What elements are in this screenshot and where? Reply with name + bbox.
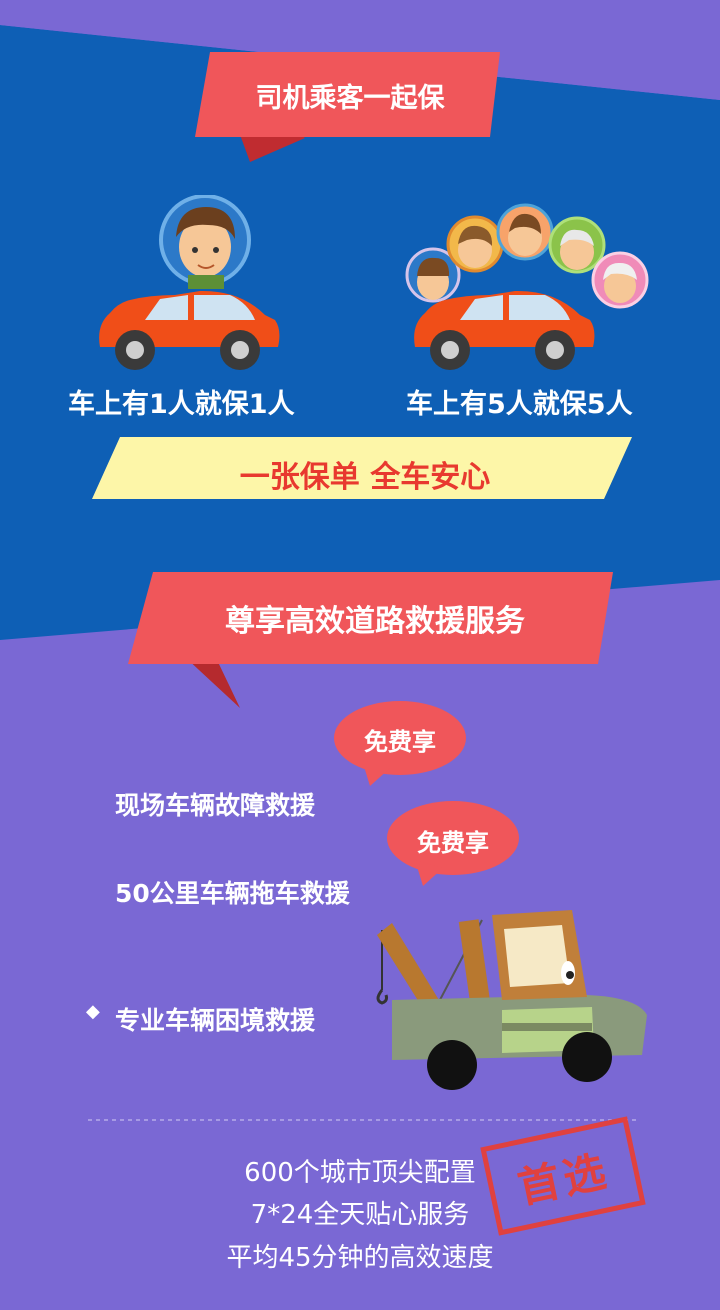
left-car-caption: 车上有1人就保1人	[68, 389, 295, 420]
diamond-bullet-icon: ◆	[86, 1001, 100, 1022]
banner-title-2: 尊享高效道路救援服务	[225, 604, 525, 639]
tow-truck-illustration	[376, 910, 647, 1090]
slogan-text: 一张保单 全车安心	[239, 460, 491, 495]
service-item-1: 现场车辆故障救援	[115, 791, 316, 820]
service-item-3: 专业车辆困境救援	[115, 1006, 316, 1035]
footer-line-3: 平均45分钟的高效速度	[226, 1243, 494, 1273]
family-car-illustration	[405, 203, 649, 370]
banner-ribbon-1	[195, 52, 500, 162]
free-bubble-1-label: 免费享	[364, 728, 436, 756]
free-bubble-2-label: 免费享	[417, 829, 489, 857]
slogan-banner	[92, 437, 632, 499]
banner-ribbon-2	[128, 572, 613, 708]
footer-line-2: 7*24全天贴心服务	[250, 1200, 470, 1230]
footer-line-1: 600个城市顶尖配置	[244, 1158, 476, 1188]
service-item-2: 50公里车辆拖车救援	[115, 879, 350, 908]
right-car-caption: 车上有5人就保5人	[406, 389, 633, 420]
stamp-label: 首选	[513, 1145, 614, 1213]
free-bubble-2	[387, 801, 519, 886]
single-driver-car-illustration	[99, 195, 280, 370]
free-bubble-1	[334, 701, 466, 786]
banner-title-1: 司机乘客一起保	[255, 83, 445, 114]
